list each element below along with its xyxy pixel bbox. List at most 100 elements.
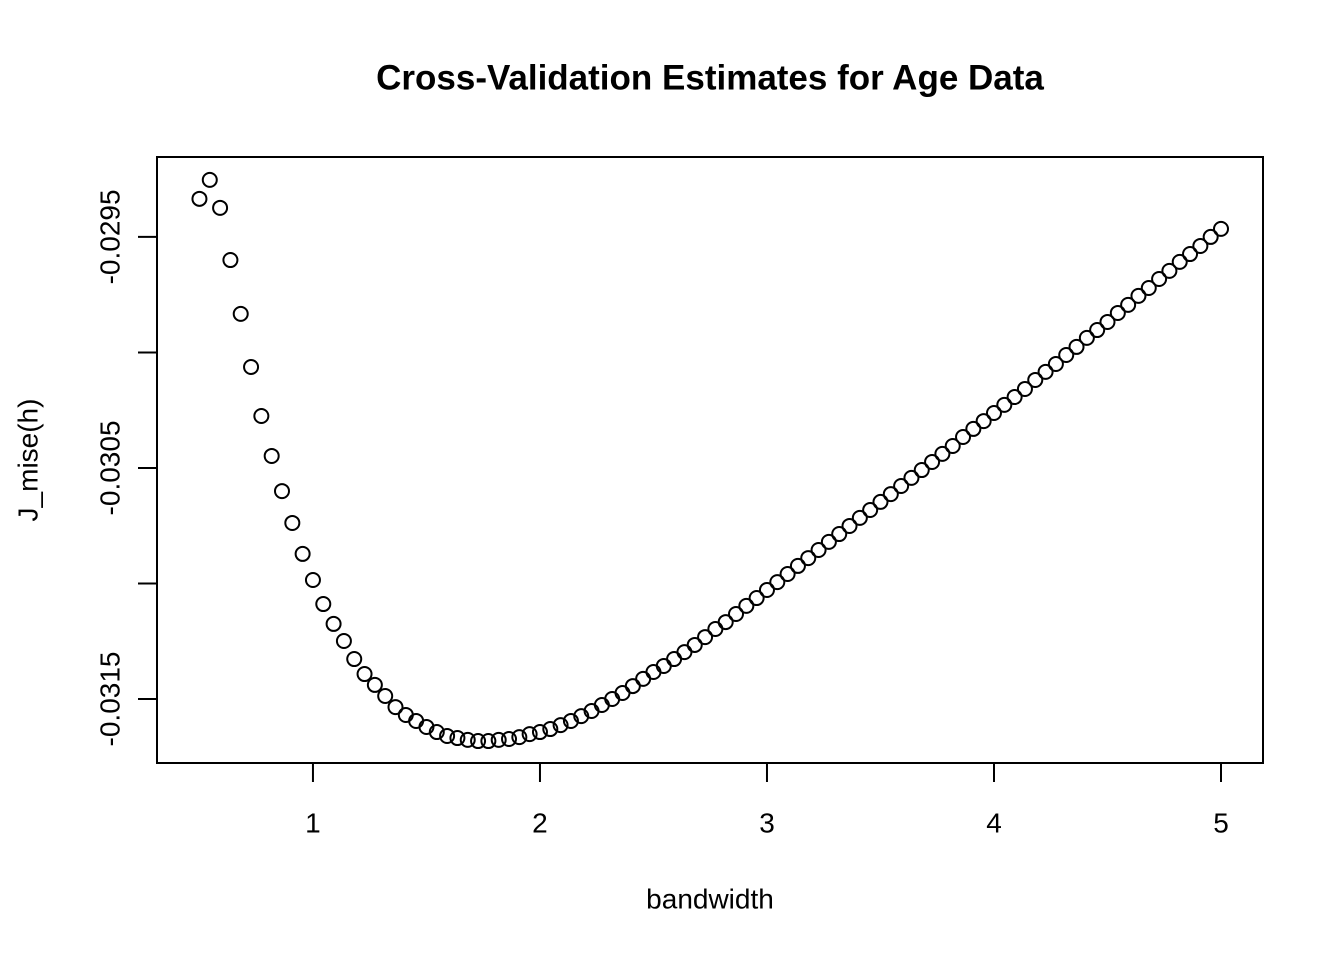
point bbox=[645, 663, 662, 680]
point bbox=[212, 199, 229, 216]
point bbox=[748, 590, 765, 607]
point bbox=[315, 596, 332, 613]
point bbox=[480, 733, 497, 750]
point bbox=[552, 717, 569, 734]
point bbox=[697, 629, 714, 646]
point bbox=[810, 541, 827, 558]
point bbox=[346, 651, 363, 668]
point bbox=[655, 657, 672, 674]
point bbox=[614, 684, 631, 701]
point bbox=[387, 699, 404, 716]
point bbox=[243, 359, 260, 376]
point bbox=[1047, 356, 1064, 373]
x-tick-label: 4 bbox=[986, 807, 1002, 838]
point bbox=[253, 407, 270, 424]
point bbox=[1120, 296, 1137, 313]
point bbox=[501, 730, 518, 747]
point bbox=[232, 305, 249, 322]
point bbox=[779, 566, 796, 583]
point bbox=[1078, 329, 1095, 346]
point bbox=[562, 712, 579, 729]
point bbox=[666, 651, 683, 668]
x-tick-label: 1 bbox=[305, 807, 321, 838]
point bbox=[1006, 389, 1023, 406]
point bbox=[263, 447, 280, 464]
point bbox=[841, 517, 858, 534]
point bbox=[1089, 322, 1106, 339]
point bbox=[975, 413, 992, 430]
point bbox=[1161, 262, 1178, 279]
point bbox=[738, 597, 755, 614]
point bbox=[635, 670, 652, 687]
point bbox=[985, 404, 1002, 421]
point bbox=[944, 438, 961, 455]
point bbox=[820, 533, 837, 550]
point bbox=[542, 721, 559, 738]
point bbox=[397, 706, 414, 723]
point bbox=[304, 572, 321, 589]
point bbox=[1182, 246, 1199, 263]
point bbox=[1202, 228, 1219, 245]
point bbox=[449, 730, 466, 747]
point bbox=[1099, 313, 1116, 330]
point bbox=[996, 396, 1013, 413]
point bbox=[335, 633, 352, 650]
point bbox=[604, 691, 621, 708]
point bbox=[913, 462, 930, 479]
point bbox=[851, 509, 868, 526]
point bbox=[676, 644, 693, 661]
point bbox=[531, 724, 548, 741]
point bbox=[831, 526, 848, 543]
point bbox=[955, 429, 972, 446]
point bbox=[903, 469, 920, 486]
point bbox=[356, 666, 373, 683]
y-axis-label: J_mise(h) bbox=[12, 399, 43, 522]
point bbox=[1192, 237, 1209, 254]
point bbox=[428, 724, 445, 741]
point bbox=[624, 678, 641, 695]
point bbox=[1109, 304, 1126, 321]
point bbox=[872, 493, 889, 510]
point bbox=[686, 636, 703, 653]
point bbox=[408, 712, 425, 729]
y-tick-label: -0.0315 bbox=[94, 652, 125, 747]
point bbox=[222, 252, 239, 269]
point bbox=[191, 190, 208, 207]
point bbox=[325, 615, 342, 632]
point bbox=[439, 727, 456, 744]
point bbox=[1130, 287, 1147, 304]
point bbox=[1027, 371, 1044, 388]
y-tick-label: -0.0305 bbox=[94, 420, 125, 515]
point bbox=[862, 502, 879, 519]
point bbox=[1151, 270, 1168, 287]
point bbox=[882, 486, 899, 503]
point bbox=[459, 731, 476, 748]
point bbox=[893, 477, 910, 494]
point bbox=[707, 621, 724, 638]
point bbox=[470, 733, 487, 750]
point bbox=[728, 605, 745, 622]
point bbox=[1016, 380, 1033, 397]
point bbox=[1171, 253, 1188, 270]
point bbox=[924, 453, 941, 470]
x-tick-label: 3 bbox=[759, 807, 775, 838]
x-axis-label: bandwidth bbox=[646, 883, 774, 914]
point bbox=[800, 550, 817, 567]
point bbox=[1068, 338, 1085, 355]
point bbox=[1140, 279, 1157, 296]
point bbox=[511, 729, 528, 746]
point bbox=[294, 545, 311, 562]
point bbox=[490, 731, 507, 748]
point bbox=[769, 574, 786, 591]
y-tick-label: -0.0295 bbox=[94, 189, 125, 284]
plot-frame bbox=[156, 156, 1264, 764]
point bbox=[201, 171, 218, 188]
point bbox=[1213, 220, 1230, 237]
point bbox=[1058, 346, 1075, 363]
point bbox=[593, 697, 610, 714]
point bbox=[934, 445, 951, 462]
point bbox=[521, 726, 538, 743]
point bbox=[965, 420, 982, 437]
